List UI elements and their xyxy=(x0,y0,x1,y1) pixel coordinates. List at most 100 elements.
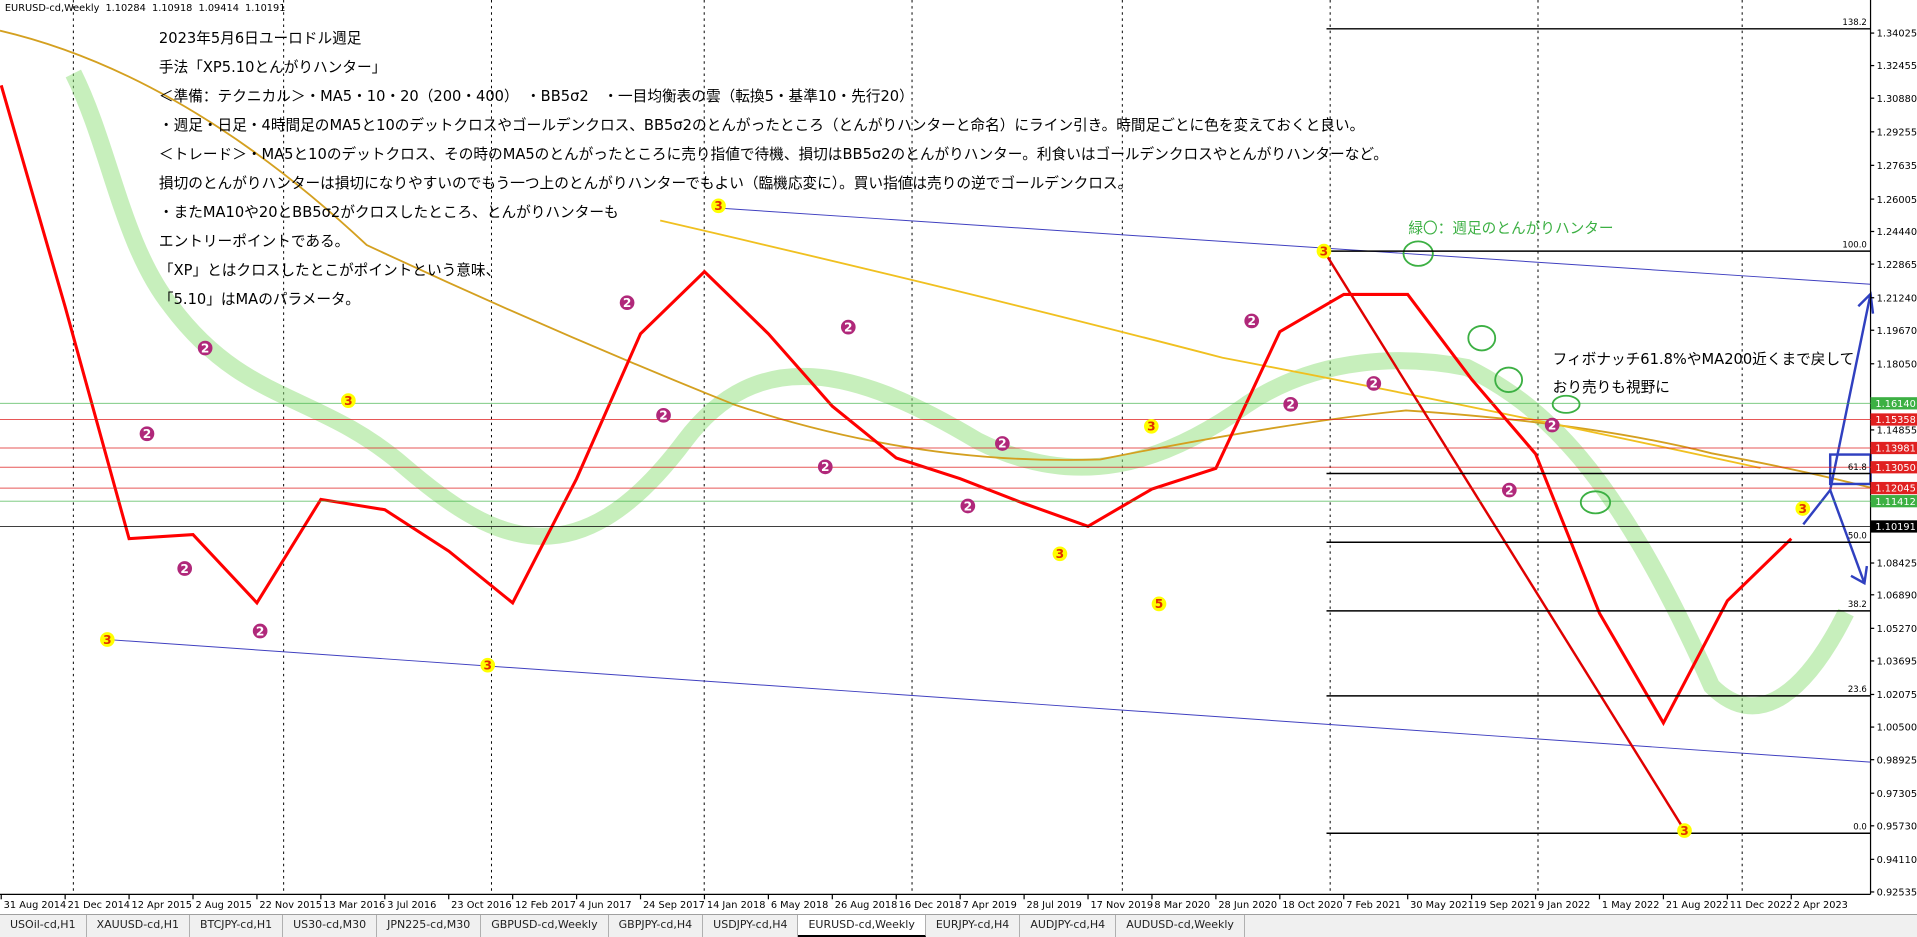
annotation: 手法「XP5.10とんがりハンター」 xyxy=(159,59,386,76)
marker-label: 2 xyxy=(659,409,668,423)
annotation: ＜トレード＞・MA5と10のデットクロス、その時のMA5のとんがったところに売り… xyxy=(159,145,1388,163)
marker xyxy=(177,561,193,576)
x-tick-label: 28 Jul 2019 xyxy=(1027,900,1082,911)
note-right: おり売りも視野に xyxy=(1553,379,1670,396)
fib-label: 23.6 xyxy=(1848,685,1867,695)
marker xyxy=(960,498,976,514)
level-label: 1.15358 xyxy=(1875,415,1915,426)
marker xyxy=(656,407,671,423)
ma200 xyxy=(0,29,1871,489)
ma400 xyxy=(659,219,1761,469)
marker-label: 2 xyxy=(1247,314,1256,328)
symbol-tab[interactable]: GBPJPY-cd,H4 xyxy=(609,915,704,937)
x-tick-label: 28 Jun 2020 xyxy=(1218,900,1277,911)
symbol-tab[interactable]: GBPUSD-cd,Weekly xyxy=(481,915,609,937)
level-label: 1.10191 xyxy=(1875,522,1915,533)
y-tick-label: 1.14855 xyxy=(1877,426,1917,437)
marker-label: 2 xyxy=(143,427,152,441)
marker xyxy=(1677,823,1692,838)
y-tick-label: 1.08425 xyxy=(1877,559,1917,570)
x-tick-label: 13 Mar 2016 xyxy=(323,900,385,911)
x-tick-label: 7 Feb 2021 xyxy=(1346,900,1401,911)
annotation: ・またMA10や20とBB5σ2がクロスしたところ、とんがりハンターも xyxy=(159,204,619,221)
level-box xyxy=(1870,481,1917,495)
level-label: 1.12045 xyxy=(1875,484,1915,495)
x-tick-label: 3 Jul 2016 xyxy=(387,900,436,911)
marker-label: 3 xyxy=(483,658,492,672)
x-tick-label: 19 Sep 2021 xyxy=(1474,900,1536,911)
y-tick-label: 1.22865 xyxy=(1877,260,1917,271)
marker xyxy=(100,632,115,647)
x-tick-label: 12 Apr 2015 xyxy=(132,900,192,911)
marker-label: 2 xyxy=(256,624,265,638)
marker xyxy=(480,657,496,673)
annotation: 「5.10」はMAのパラメータ。 xyxy=(159,291,360,308)
note-green: 緑〇：週足のとんがりハンター xyxy=(1408,220,1613,237)
marker xyxy=(1316,243,1332,259)
x-tick-label: 31 Aug 2014 xyxy=(4,900,67,911)
x-tick-label: 2 Aug 2015 xyxy=(195,900,251,911)
marker xyxy=(817,459,833,475)
level-box xyxy=(1870,495,1917,508)
x-tick-label: 14 Jan 2018 xyxy=(707,900,766,911)
symbol-tab[interactable]: USDJPY-cd,H4 xyxy=(703,915,799,937)
symbol-tab[interactable]: USOil-cd,H1 xyxy=(0,915,87,937)
marker xyxy=(1501,482,1517,498)
level-label: 1.13981 xyxy=(1875,444,1915,455)
level-label: 1.16140 xyxy=(1875,399,1915,410)
symbol-tab[interactable]: EURUSD-cd,Weekly xyxy=(798,915,926,937)
ohlc-value: 1.10918 xyxy=(152,3,192,14)
y-tick-label: 1.32455 xyxy=(1877,61,1917,72)
x-tick-label: 24 Sep 2017 xyxy=(643,900,705,911)
marker-label: 3 xyxy=(1799,502,1808,516)
marker xyxy=(1244,313,1260,329)
level-box xyxy=(1870,520,1917,533)
symbol-tab[interactable]: US30-cd,M30 xyxy=(283,915,378,937)
ohlc-value: 1.09414 xyxy=(199,3,239,14)
symbol-tab[interactable]: EURJPY-cd,H4 xyxy=(926,915,1021,937)
fib-label: 0.0 xyxy=(1853,823,1867,833)
note-right: フィボナッチ61.8%やMA200近くまで戻して xyxy=(1553,351,1855,368)
y-tick-label: 1.06890 xyxy=(1877,590,1917,601)
ohlc-value: 1.10191 xyxy=(245,3,285,14)
marker-label: 2 xyxy=(1370,377,1379,391)
level-label: 1.13050 xyxy=(1875,463,1915,474)
fib-label: 61.8 xyxy=(1848,463,1867,473)
x-tick-label: 8 Mar 2020 xyxy=(1154,900,1210,911)
y-tick-label: 1.24440 xyxy=(1877,227,1917,238)
symbol-tab[interactable]: XAUUSD-cd,H1 xyxy=(87,915,190,937)
marker-label: 2 xyxy=(844,320,853,334)
marker xyxy=(711,198,726,214)
x-tick-label: 6 May 2018 xyxy=(771,900,829,911)
symbol-tabs: USOil-cd,H1 XAUUSD-cd,H1 BTCJPY-cd,H1 US30-… xyxy=(0,914,1917,937)
x-tick-label: 26 Aug 2018 xyxy=(835,900,898,911)
x-tick-label: 23 Oct 2016 xyxy=(451,900,511,911)
marker-label: 2 xyxy=(998,437,1007,451)
annotation: 「XP」とはクロスしたとこがポイントという意味、 xyxy=(159,261,500,279)
x-tick-label: 17 Nov 2019 xyxy=(1090,900,1153,911)
marker xyxy=(139,426,155,442)
symbol-tab[interactable]: BTCJPY-cd,H1 xyxy=(190,915,284,937)
y-tick-label: 0.98925 xyxy=(1877,755,1917,766)
fib-label: 50.0 xyxy=(1848,532,1867,542)
x-tick-label: 11 Dec 2022 xyxy=(1730,900,1792,911)
level-label: 1.11412 xyxy=(1875,497,1915,508)
y-tick-label: 0.92535 xyxy=(1877,888,1917,899)
y-tick-label: 1.00500 xyxy=(1877,723,1917,734)
y-tick-label: 1.03695 xyxy=(1877,657,1917,668)
y-tick-label: 1.30880 xyxy=(1877,94,1917,105)
marker xyxy=(1366,376,1382,391)
ichimoku-cloud xyxy=(65,69,1854,715)
symbol-tab[interactable]: AUDUSD-cd,Weekly xyxy=(1116,915,1245,937)
symbol-tab[interactable]: JPN225-cd,M30 xyxy=(377,915,482,937)
level-box xyxy=(1870,397,1917,410)
marker-label: 5 xyxy=(1155,597,1164,611)
x-tick-label: 4 Jun 2017 xyxy=(579,900,632,911)
symbol-tab[interactable]: AUDJPY-cd,H4 xyxy=(1020,915,1117,937)
y-tick-label: 1.29255 xyxy=(1877,127,1917,138)
marker-label: 3 xyxy=(714,199,723,213)
annotation: エントリーポイントである。 xyxy=(159,233,349,250)
chart: 1.34025 1.32455 1.30880 1.29255 1.27635 1.260… xyxy=(0,0,1917,911)
